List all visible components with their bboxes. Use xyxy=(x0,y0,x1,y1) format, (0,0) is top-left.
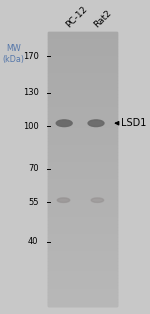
Text: 170: 170 xyxy=(23,52,39,61)
Bar xyxy=(48,210,117,213)
Bar xyxy=(48,155,117,159)
Bar xyxy=(48,159,117,162)
Bar xyxy=(48,224,117,227)
Bar xyxy=(48,90,117,94)
Bar xyxy=(48,152,117,155)
Bar xyxy=(48,258,117,261)
Bar xyxy=(48,135,117,138)
Bar xyxy=(48,63,117,66)
Text: 55: 55 xyxy=(28,198,39,207)
Bar xyxy=(48,285,117,289)
Ellipse shape xyxy=(56,120,72,127)
Bar xyxy=(48,52,117,56)
Text: 100: 100 xyxy=(23,122,39,131)
Bar xyxy=(48,254,117,258)
Bar xyxy=(48,77,117,80)
Bar xyxy=(48,128,117,131)
Bar xyxy=(48,278,117,282)
Bar xyxy=(48,138,117,142)
Bar xyxy=(48,237,117,241)
Bar xyxy=(48,70,117,73)
Bar xyxy=(48,295,117,299)
Bar xyxy=(48,203,117,207)
Ellipse shape xyxy=(88,120,104,127)
Bar xyxy=(48,148,117,152)
Bar xyxy=(48,80,117,83)
Text: 130: 130 xyxy=(23,88,39,97)
Bar xyxy=(48,121,117,124)
Bar xyxy=(48,172,117,176)
Bar xyxy=(48,275,117,278)
Bar xyxy=(48,268,117,272)
Bar xyxy=(48,227,117,230)
Bar xyxy=(48,217,117,220)
Bar xyxy=(48,196,117,200)
Bar xyxy=(48,56,117,59)
Bar xyxy=(48,272,117,275)
Bar xyxy=(48,282,117,285)
Text: 40: 40 xyxy=(28,237,39,246)
Bar xyxy=(48,247,117,251)
Bar xyxy=(48,162,117,165)
Bar xyxy=(48,220,117,224)
Text: PC-12: PC-12 xyxy=(64,5,89,30)
Bar xyxy=(48,244,117,247)
Bar xyxy=(48,251,117,254)
Bar xyxy=(48,32,117,35)
Bar xyxy=(48,165,117,169)
Bar xyxy=(48,265,117,268)
Bar xyxy=(48,179,117,182)
Bar xyxy=(48,182,117,186)
Bar xyxy=(48,87,117,90)
Text: Rat2: Rat2 xyxy=(92,9,113,30)
Bar xyxy=(48,73,117,77)
Bar xyxy=(48,39,117,42)
Bar xyxy=(48,66,117,70)
Bar xyxy=(48,241,117,244)
Bar xyxy=(48,32,117,306)
Bar xyxy=(48,104,117,107)
Bar xyxy=(48,207,117,210)
Bar xyxy=(48,114,117,117)
Bar xyxy=(48,292,117,295)
Bar xyxy=(48,124,117,128)
Bar xyxy=(48,213,117,217)
Text: LSD1: LSD1 xyxy=(121,118,146,128)
Bar xyxy=(48,142,117,145)
Bar xyxy=(48,230,117,234)
Bar xyxy=(48,200,117,203)
Bar xyxy=(48,94,117,97)
Bar xyxy=(48,107,117,111)
Bar xyxy=(48,299,117,302)
Bar xyxy=(48,186,117,189)
Bar xyxy=(48,100,117,104)
Text: 70: 70 xyxy=(28,164,39,173)
Bar xyxy=(48,131,117,135)
Bar xyxy=(48,289,117,292)
Bar xyxy=(48,117,117,121)
Bar xyxy=(48,261,117,265)
Bar xyxy=(48,42,117,46)
Bar xyxy=(48,234,117,237)
Bar xyxy=(48,302,117,306)
Bar xyxy=(48,145,117,148)
Bar xyxy=(48,49,117,52)
Bar xyxy=(48,193,117,196)
Ellipse shape xyxy=(91,198,104,203)
Bar xyxy=(48,83,117,87)
Bar xyxy=(48,176,117,179)
Text: MW
(kDa): MW (kDa) xyxy=(3,44,25,63)
Bar xyxy=(48,97,117,100)
Bar xyxy=(48,111,117,114)
Bar xyxy=(48,169,117,172)
Bar xyxy=(48,35,117,39)
Bar xyxy=(48,189,117,193)
Bar xyxy=(48,46,117,49)
Ellipse shape xyxy=(57,198,70,203)
Bar xyxy=(48,59,117,63)
